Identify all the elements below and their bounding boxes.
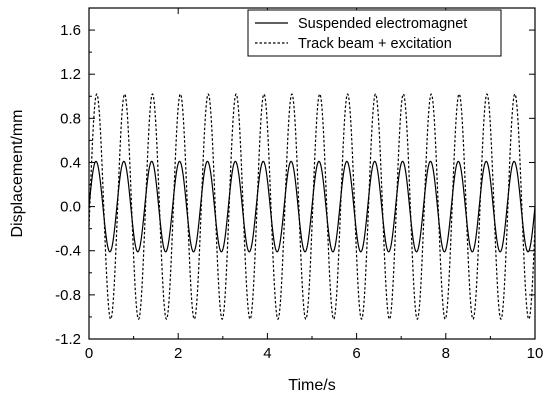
y-tick-label: 0.4	[60, 154, 81, 171]
x-tick-label: 4	[263, 345, 271, 362]
series-layer	[88, 93, 536, 320]
x-axis-title: Time/s	[288, 377, 335, 394]
plot-frame	[88, 7, 536, 340]
series-line-track-beam-excitation	[88, 93, 536, 320]
legend-label-suspended-electromagnet: Suspended electromagnet	[298, 16, 467, 32]
x-tick-label: 2	[174, 345, 182, 362]
x-tick-label: 8	[442, 345, 450, 362]
legend-box	[247, 9, 502, 57]
y-tick-label: 0.8	[60, 110, 81, 127]
x-tick-label: 10	[527, 345, 544, 362]
y-tick-label: -0.8	[55, 287, 81, 304]
x-tick-label: 6	[352, 345, 360, 362]
y-tick-label: 1.2	[60, 66, 81, 83]
y-tick-label: -1.2	[55, 331, 81, 348]
legend-label-track-beam-excitation: Track beam + excitation	[298, 36, 452, 52]
y-axis-title: Displacement/mm	[9, 109, 26, 237]
series-line-suspended-electromagnet	[88, 160, 536, 253]
y-tick-label: 1.6	[60, 22, 81, 39]
legend: Suspended electromagnet Track beam + exc…	[247, 9, 502, 57]
y-axis-ticks: -1.2 -0.8 -0.4 0.0 0.4 0.8 1.2 1.6	[55, 22, 535, 348]
y-tick-label: 0.0	[60, 199, 81, 216]
x-tick-label: 0	[85, 345, 93, 362]
y-tick-label: -0.4	[55, 243, 81, 260]
